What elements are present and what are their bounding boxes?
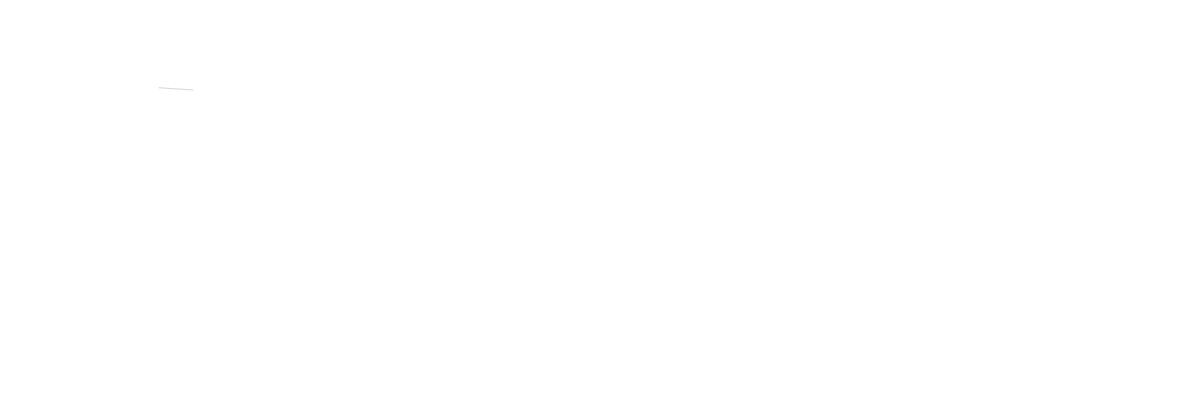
Polygon shape (0, 226, 77, 306)
Polygon shape (53, 0, 1200, 28)
Polygon shape (56, 0, 1200, 28)
Polygon shape (1153, 226, 1200, 306)
